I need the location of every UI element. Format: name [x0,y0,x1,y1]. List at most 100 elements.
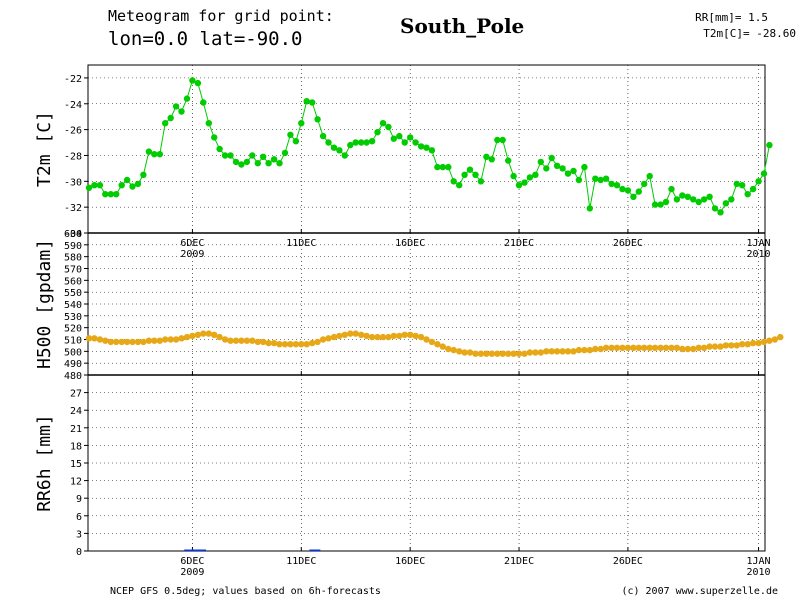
data-point [695,344,702,351]
data-point [385,123,392,131]
data-point [755,178,762,185]
data-point [461,171,468,178]
data-point [651,344,659,351]
y-tick-label: -34 [64,229,82,240]
data-point [162,336,169,343]
data-point [553,162,561,169]
data-point [564,170,572,177]
data-point [602,175,610,182]
data-point [396,132,403,140]
data-point [445,345,452,353]
y-tick-label: 550 [64,288,82,299]
y-tick-label: 570 [64,265,82,276]
data-point [96,182,104,189]
data-point [537,158,544,166]
data-point [630,344,637,351]
data-point [238,161,245,168]
data-point [679,192,686,199]
data-point [553,348,561,355]
data-point [347,141,354,149]
data-point [472,350,479,357]
data-point [559,165,566,172]
data-point [96,336,104,343]
data-point [205,120,212,127]
data-point [276,160,283,167]
data-point [183,95,191,102]
data-point [341,152,348,159]
data-point [668,344,675,351]
data-point [85,335,93,342]
data-point [450,346,457,354]
footer: NCEP GFS 0.5deg; values based on 6h-fore… [110,586,778,597]
panel-1: -34 -32 -30 -28 -26 -24 -22 T2m [C] [34,64,773,240]
data-point [635,344,642,351]
data-point [744,341,751,348]
data-point [336,332,343,340]
data-point [581,346,588,354]
data-point [243,337,251,344]
data-point [221,336,229,343]
data-point [216,333,223,341]
data-point [358,139,365,146]
data-point [456,348,463,355]
data-point [548,154,555,162]
x-tick-sublabel: 2010 [747,567,771,578]
x-tick-label: 21DEC [504,556,534,567]
data-point [194,331,202,338]
data-point [200,330,207,337]
data-point [499,350,506,357]
y-tick-label: -32 [64,203,82,214]
data-point [700,196,708,203]
data-point [227,337,234,344]
data-point [205,330,212,337]
y-tick-label: 500 [64,347,82,358]
data-point [445,163,452,171]
data-point [319,336,327,343]
data-point [292,341,300,348]
data-point [472,171,479,178]
data-point [151,151,158,158]
data-point [733,342,740,349]
data-point [178,335,185,342]
data-point [619,185,626,193]
data-point [156,151,163,158]
rain-bar [309,549,315,551]
y-tick-label: -28 [64,151,82,162]
data-point [243,158,251,166]
data-point [684,193,691,200]
y-tick-label: -22 [64,74,82,85]
data-point [260,153,267,160]
data-point [270,339,278,347]
data-point [107,338,115,346]
y-tick-label: 21 [70,424,82,435]
rain-bar [189,549,196,551]
data-point [749,185,757,193]
data-point [711,205,719,212]
data-point [619,344,626,351]
data-point [172,103,180,110]
data-point [608,180,615,188]
data-point [760,170,768,177]
x-tick-label: 1JAN [747,238,771,249]
data-point [543,348,550,355]
y-tick-label: 490 [64,359,82,370]
data-point [722,342,730,349]
data-point [309,339,316,347]
data-point [341,331,348,338]
data-point [330,144,338,151]
data-point [401,331,408,338]
data-point [456,182,463,189]
rain-bar [184,549,190,551]
data-point [281,149,289,157]
data-point [592,175,599,182]
data-point [488,156,495,163]
data-point [564,348,572,355]
data-point [657,344,664,351]
data-point [690,345,697,353]
data-point [602,344,610,351]
data-point [134,180,142,188]
data-point [739,182,746,189]
rain-bar [195,549,201,551]
data-point [423,144,430,151]
data-point [532,171,539,178]
